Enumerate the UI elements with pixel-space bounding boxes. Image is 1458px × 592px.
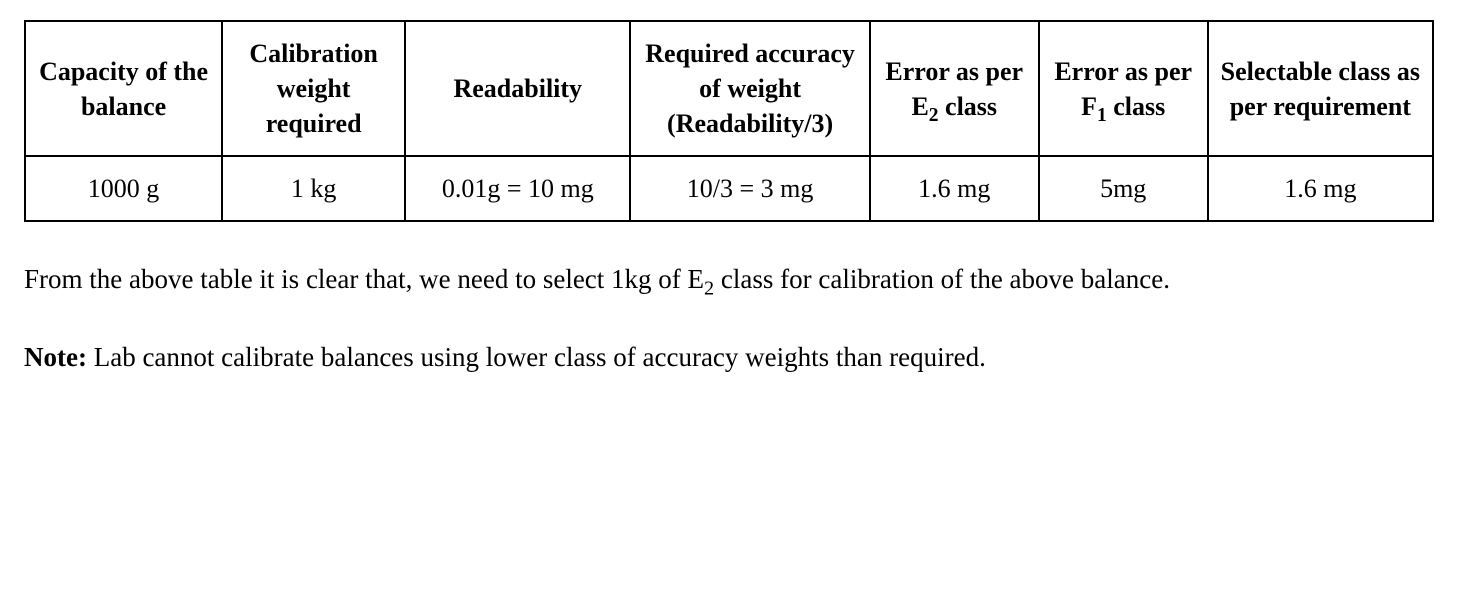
col-header-error-e2: Error as per E2 class (870, 21, 1039, 156)
note-paragraph: Note: Lab cannot calibrate balances usin… (24, 336, 1434, 379)
col-header-calibration-weight: Calibration weight required (222, 21, 405, 156)
col-header-required-accuracy: Required accuracy of weight (Readability… (630, 21, 869, 156)
col-header-readability: Readability (405, 21, 630, 156)
cell-error-f1: 5mg (1039, 156, 1208, 221)
col-header-selectable-class: Selectable class as per requirement (1208, 21, 1433, 156)
col-header-error-f1: Error as per F1 class (1039, 21, 1208, 156)
explanatory-paragraph: From the above table it is clear that, w… (24, 252, 1434, 306)
note-body: Lab cannot calibrate balances using lowe… (87, 342, 986, 372)
cell-calibration-weight: 1 kg (222, 156, 405, 221)
cell-readability: 0.01g = 10 mg (405, 156, 630, 221)
cell-capacity: 1000 g (25, 156, 222, 221)
col-header-capacity: Capacity of the balance (25, 21, 222, 156)
table-row: 1000 g 1 kg 0.01g = 10 mg 10/3 = 3 mg 1.… (25, 156, 1433, 221)
calibration-table: Capacity of the balance Calibration weig… (24, 20, 1434, 222)
cell-selectable-class: 1.6 mg (1208, 156, 1433, 221)
table-header-row: Capacity of the balance Calibration weig… (25, 21, 1433, 156)
note-label: Note: (24, 342, 87, 372)
cell-required-accuracy: 10/3 = 3 mg (630, 156, 869, 221)
cell-error-e2: 1.6 mg (870, 156, 1039, 221)
